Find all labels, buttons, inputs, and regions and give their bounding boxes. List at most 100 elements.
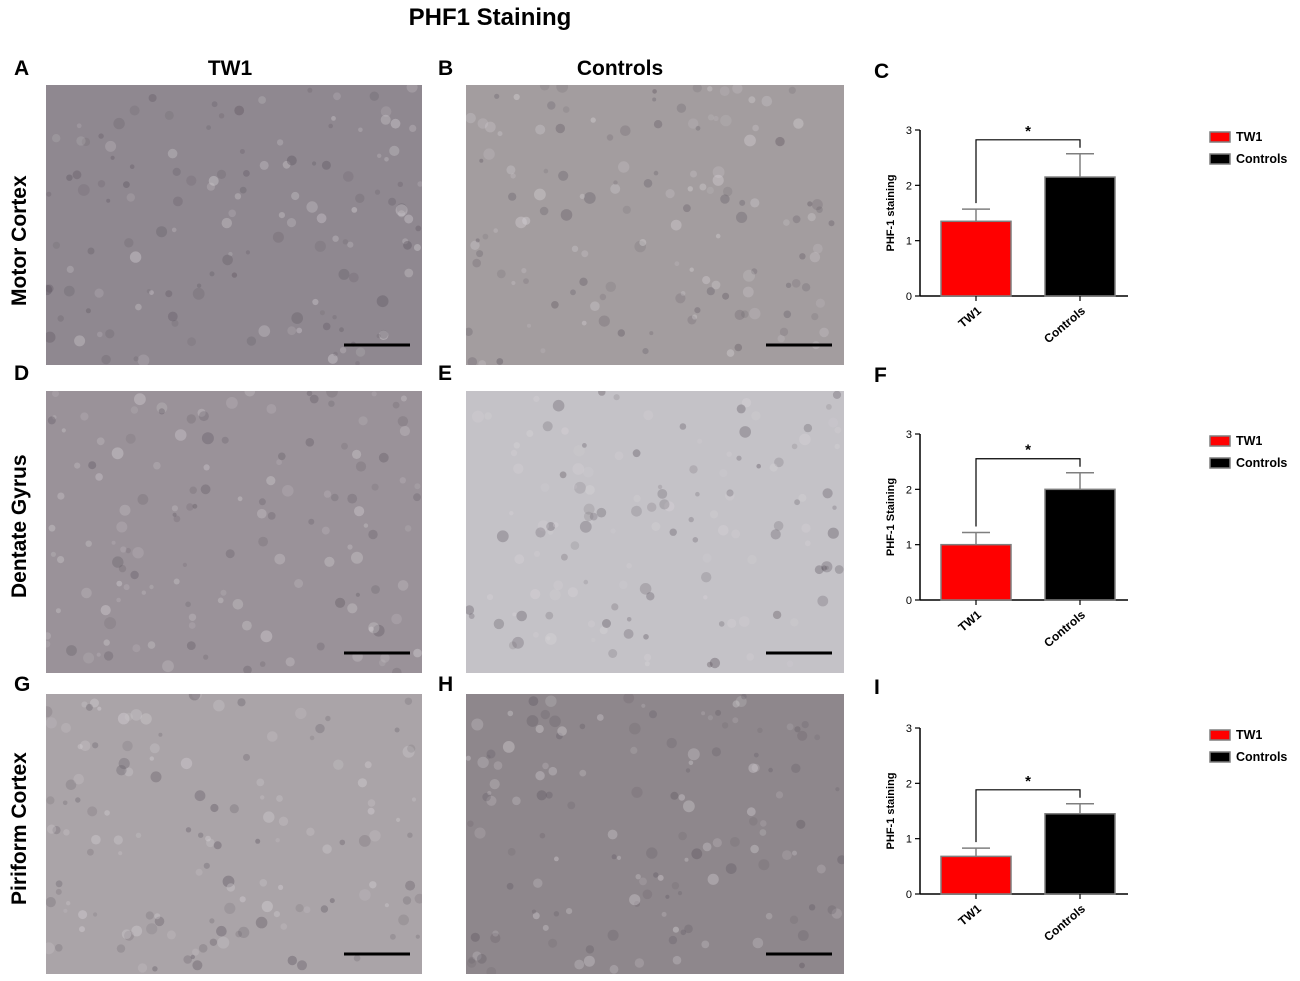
cell-texture xyxy=(149,584,154,590)
cell-texture xyxy=(798,493,807,502)
cell-texture xyxy=(542,421,553,432)
cell-texture xyxy=(351,551,363,564)
cell-texture xyxy=(547,529,554,535)
cell-texture xyxy=(74,462,81,469)
cell-texture xyxy=(225,549,235,559)
cell-texture xyxy=(285,657,295,667)
cell-texture xyxy=(752,124,759,132)
cell-texture xyxy=(585,945,595,954)
y-tick-label: 0 xyxy=(906,291,912,303)
cell-texture xyxy=(228,251,233,257)
cell-texture xyxy=(167,311,178,322)
cell-texture xyxy=(684,924,693,934)
cell-texture xyxy=(607,829,618,840)
cell-texture xyxy=(403,240,412,250)
cell-texture xyxy=(783,310,792,319)
cell-texture xyxy=(324,556,335,567)
cell-texture xyxy=(493,618,505,630)
cell-texture xyxy=(90,698,99,708)
cell-texture xyxy=(639,583,652,595)
cell-texture xyxy=(162,660,174,673)
cell-texture xyxy=(76,136,86,146)
cell-texture xyxy=(52,826,61,835)
cell-texture xyxy=(133,356,139,362)
significance-star: * xyxy=(1025,773,1031,790)
cell-texture xyxy=(692,85,702,93)
cell-texture xyxy=(783,219,790,226)
legend-label: Controls xyxy=(1236,456,1287,470)
cell-texture xyxy=(835,787,840,792)
cell-texture xyxy=(599,293,607,301)
cell-texture xyxy=(259,661,266,667)
cell-texture xyxy=(791,763,801,773)
cell-texture xyxy=(553,580,564,591)
cell-texture xyxy=(46,191,52,197)
cell-texture xyxy=(129,105,140,116)
cell-texture xyxy=(761,95,773,107)
cell-texture xyxy=(85,540,92,547)
cell-texture xyxy=(137,494,149,505)
cell-texture xyxy=(116,580,123,587)
cell-texture xyxy=(634,958,645,968)
cell-texture xyxy=(807,201,813,207)
cell-texture xyxy=(341,442,348,450)
y-tick-label: 3 xyxy=(906,429,912,441)
cell-texture xyxy=(606,134,614,141)
cell-texture xyxy=(141,590,146,595)
cell-texture xyxy=(535,724,544,734)
x-tick-label: TW1 xyxy=(956,303,985,330)
cell-texture xyxy=(545,791,553,799)
cell-texture xyxy=(758,859,770,871)
cell-texture xyxy=(674,261,680,267)
cell-texture xyxy=(316,642,325,651)
cell-texture xyxy=(535,124,546,135)
cell-texture xyxy=(683,800,695,813)
cell-texture xyxy=(750,198,760,208)
cell-texture xyxy=(342,239,349,245)
cell-texture xyxy=(688,760,694,766)
cell-texture xyxy=(103,639,110,646)
cell-texture xyxy=(614,451,624,461)
cell-texture xyxy=(210,803,219,813)
cell-texture xyxy=(585,485,595,495)
cell-texture xyxy=(213,841,222,850)
cell-texture xyxy=(399,477,406,484)
cell-texture xyxy=(326,391,338,398)
row-label-motor-cortex: Motor Cortex xyxy=(8,175,31,306)
cell-texture xyxy=(690,170,697,178)
cell-texture xyxy=(512,612,517,617)
cell-texture xyxy=(807,213,816,222)
cell-texture xyxy=(328,400,335,407)
cell-texture xyxy=(657,484,663,490)
cell-texture xyxy=(343,171,354,182)
cell-texture xyxy=(599,626,608,635)
cell-texture xyxy=(314,240,326,252)
cell-texture xyxy=(791,279,801,288)
cell-texture xyxy=(556,732,563,740)
cell-texture xyxy=(527,323,531,328)
cell-texture xyxy=(413,244,421,251)
cell-texture xyxy=(702,842,712,852)
cell-texture xyxy=(97,706,102,711)
y-tick-label: 2 xyxy=(906,484,912,496)
cell-texture xyxy=(154,916,165,927)
cell-texture xyxy=(792,850,797,856)
cell-texture xyxy=(643,410,654,421)
cell-texture xyxy=(339,347,347,354)
cell-texture xyxy=(618,161,630,173)
cell-texture xyxy=(402,745,415,758)
bar-chart-piriform-cortex: PHF-1 staining 0 1 2 3 TW1 Controls * TW1 Control… xyxy=(878,706,1298,966)
cell-texture xyxy=(620,125,631,136)
cell-texture xyxy=(234,105,245,116)
cell-texture xyxy=(173,515,181,523)
cell-texture xyxy=(502,741,515,753)
cell-texture xyxy=(192,287,205,300)
cell-texture xyxy=(736,404,746,414)
cell-texture xyxy=(390,118,401,129)
cell-texture xyxy=(329,898,335,904)
cell-texture xyxy=(191,694,203,700)
cell-texture xyxy=(221,217,232,229)
x-tick-label: TW1 xyxy=(956,607,985,634)
cell-texture xyxy=(651,522,661,531)
cell-texture xyxy=(666,737,677,749)
